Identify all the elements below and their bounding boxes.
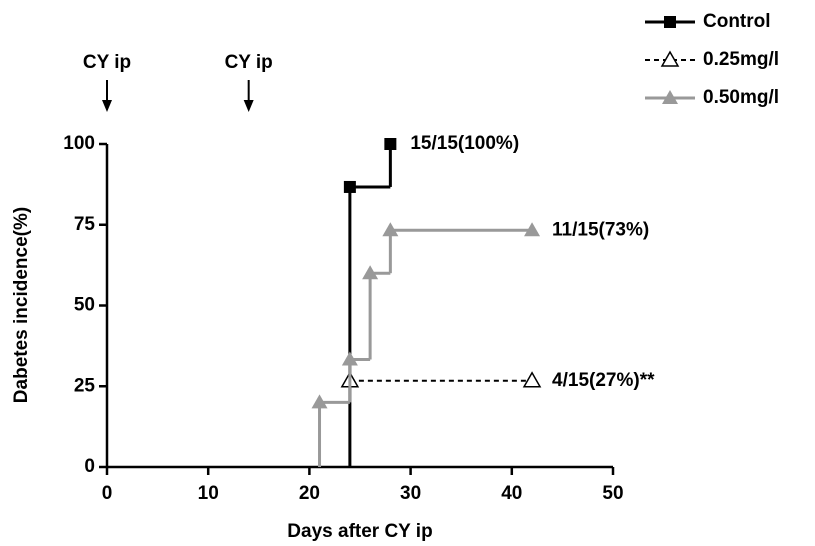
x-axis-label: Days after CY ip bbox=[287, 521, 432, 542]
x-tick-label: 40 bbox=[501, 483, 522, 504]
x-tick-label: 10 bbox=[198, 483, 219, 504]
end-label: 4/15(27%)** bbox=[552, 370, 655, 391]
legend-marker bbox=[660, 50, 680, 67]
legend-label: 0.50mg/l bbox=[703, 87, 779, 108]
end-label: 15/15(100%) bbox=[410, 133, 519, 154]
arrow-label: CY ip bbox=[225, 52, 273, 73]
legend-marker bbox=[664, 16, 676, 28]
marker bbox=[382, 222, 399, 237]
arrow-label: CY ip bbox=[83, 52, 131, 73]
x-tick-label: 20 bbox=[299, 483, 320, 504]
y-tick-label: 0 bbox=[84, 456, 95, 477]
y-tick-label: 100 bbox=[63, 133, 95, 154]
end-label: 11/15(73%) bbox=[552, 219, 649, 240]
marker bbox=[522, 371, 542, 388]
legend-label: 0.25mg/l bbox=[703, 49, 779, 70]
y-tick-label: 75 bbox=[74, 214, 96, 235]
arrow-head bbox=[243, 100, 254, 112]
legend-label: Control bbox=[703, 11, 771, 32]
marker bbox=[362, 265, 379, 280]
marker bbox=[343, 180, 356, 193]
legend-marker bbox=[662, 90, 678, 104]
marker bbox=[524, 222, 541, 237]
arrow-head bbox=[102, 100, 112, 112]
marker bbox=[384, 138, 397, 150]
y-tick-label: 50 bbox=[74, 295, 95, 316]
x-tick-label: 0 bbox=[102, 483, 113, 504]
y-axis-label: Dabetes incidence(%) bbox=[11, 207, 32, 403]
y-tick-label: 25 bbox=[74, 375, 96, 396]
marker bbox=[341, 351, 358, 366]
x-tick-label: 30 bbox=[400, 483, 421, 504]
x-tick-label: 50 bbox=[602, 483, 623, 504]
marker bbox=[311, 394, 328, 409]
